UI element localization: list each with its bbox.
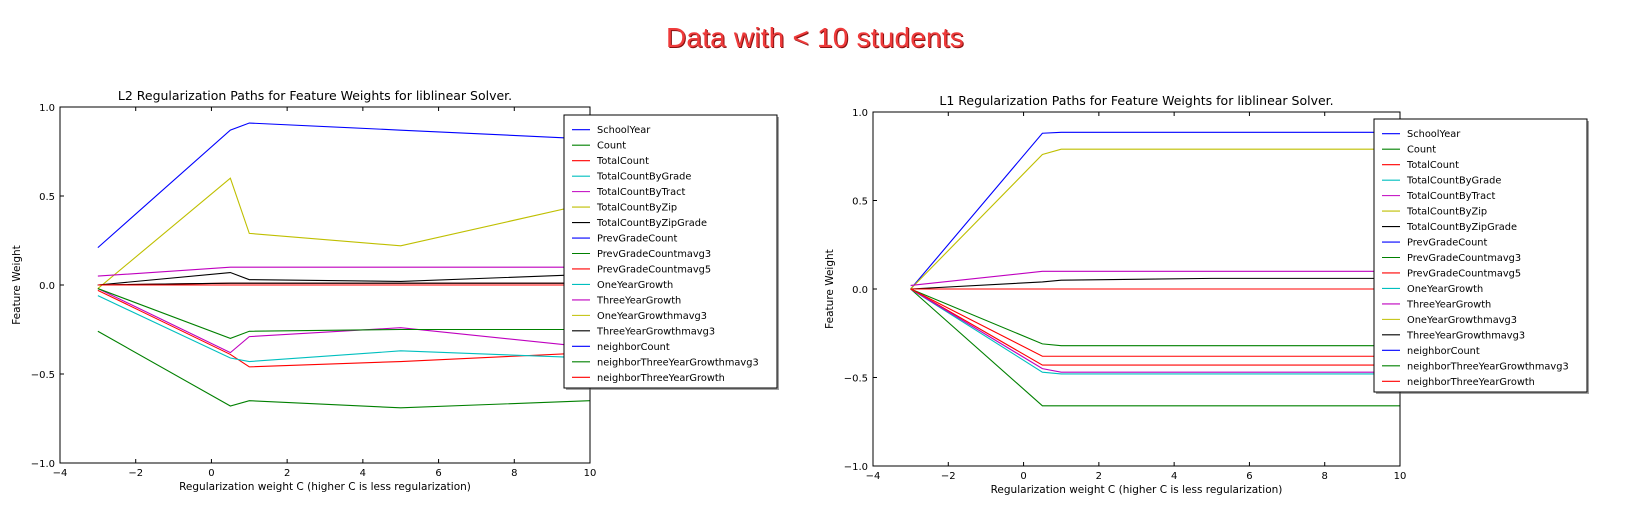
legend: SchoolYear Count TotalCount TotalCountByGra… <box>1373 118 1589 394</box>
legend-label: ThreeYearGrowth <box>596 295 681 306</box>
legend-label: SchoolYear <box>1407 129 1461 140</box>
series-line-totalcountbytract <box>910 288 1400 373</box>
chart-title: L1 Regularization Paths for Feature Weig… <box>939 93 1333 108</box>
series-line-totalcountbyzip <box>910 148 1400 290</box>
legend-label: OneYearGrowth <box>1407 284 1483 295</box>
series-line-prevgradecountmavg3 <box>97 288 590 339</box>
y-axis-label: Feature Weight <box>824 249 836 329</box>
legend-label: PrevGradeCountmavg5 <box>1407 268 1521 279</box>
series-line-schoolyear <box>910 131 1400 290</box>
x-tick-label: −4 <box>866 471 881 482</box>
x-tick-label: 0 <box>1020 471 1026 482</box>
legend-label: neighborThreeYearGrowthmavg3 <box>597 357 759 368</box>
x-axis-label: Regularization weight C (higher C is les… <box>991 484 1283 496</box>
x-tick-label: −2 <box>941 471 956 482</box>
legend-label: TotalCountByGrade <box>596 172 691 183</box>
legend-label: neighborThreeYearGrowth <box>597 373 725 384</box>
legend-label: TotalCountByZipGrade <box>596 218 707 229</box>
y-tick-label: 1.0 <box>852 108 868 119</box>
series-line-schoolyear <box>97 122 590 249</box>
x-tick-label: 2 <box>1096 471 1102 482</box>
series-line-totalcountbyzip <box>97 177 590 289</box>
chart-l2: −4 −2 0 2 4 6 8 10 −1.0 −0.5 0.0 0.5 1.0 L2 Regulariz… <box>11 88 779 493</box>
series-line-prevgradecountmavg3 <box>910 288 1400 347</box>
chart-l1: −4 −2 0 2 4 6 8 10 −1.0 −0.5 0.0 0.5 1.0 L1 Regulariz… <box>824 93 1589 496</box>
legend-label: TotalCountByGrade <box>1406 176 1501 187</box>
legend-label: OneYearGrowth <box>597 280 673 291</box>
y-tick-label: −1.0 <box>31 459 55 470</box>
y-tick-label: 0.5 <box>39 192 55 203</box>
legend-box <box>563 114 778 389</box>
legend-label: Count <box>597 141 626 152</box>
legend-label: OneYearGrowthmavg3 <box>1407 315 1517 326</box>
y-axis-label: Feature Weight <box>11 245 23 325</box>
legend-label: ThreeYearGrowthmavg3 <box>1406 330 1525 341</box>
x-tick-label: 0 <box>208 468 214 479</box>
series-lines <box>910 131 1400 407</box>
legend-label: TotalCount <box>596 156 649 167</box>
x-tick-label: 10 <box>1394 471 1407 482</box>
y-tick-label: −0.5 <box>31 370 55 381</box>
x-tick-label: 6 <box>1246 471 1252 482</box>
series-line-count <box>910 288 1400 407</box>
legend-label: PrevGradeCountmavg3 <box>1407 253 1521 264</box>
series-lines <box>97 122 590 409</box>
x-tick-label: 10 <box>584 468 597 479</box>
legend-label: TotalCountByZip <box>596 203 677 214</box>
legend-label: neighborCount <box>597 342 670 353</box>
series-line-totalcountbytract <box>97 288 590 354</box>
legend-label: TotalCount <box>1406 160 1459 171</box>
legend-label: neighborThreeYearGrowth <box>1407 377 1535 388</box>
x-tick-label: 8 <box>1322 471 1328 482</box>
legend-label: TotalCountByZip <box>1406 207 1487 218</box>
legend-label: SchoolYear <box>597 125 651 136</box>
legend-label: ThreeYearGrowthmavg3 <box>596 326 715 337</box>
y-tick-label: 0.0 <box>39 281 55 292</box>
series-line-totalcountbygrade <box>97 295 590 363</box>
legend-label: TotalCountByTract <box>1406 191 1495 202</box>
legend-label: PrevGradeCountmavg5 <box>597 264 711 275</box>
legend-label: PrevGradeCount <box>1407 238 1487 249</box>
legend-label: neighborThreeYearGrowthmavg3 <box>1407 361 1569 372</box>
series-line-threeyeargrowthmavg3 <box>97 282 590 286</box>
series-line-totalcount <box>910 288 1400 366</box>
series-line-count <box>97 330 590 409</box>
legend-label: OneYearGrowthmavg3 <box>597 311 707 322</box>
series-line-threeyeargrowth <box>97 266 590 277</box>
legend-label: ThreeYearGrowth <box>1406 299 1491 310</box>
legend-label: PrevGradeCountmavg3 <box>597 249 711 260</box>
legend-label: PrevGradeCount <box>597 234 677 245</box>
x-tick-label: 4 <box>360 468 366 479</box>
y-tick-label: −1.0 <box>844 462 868 473</box>
y-tick-label: 0.5 <box>852 197 868 208</box>
x-tick-label: −4 <box>53 468 68 479</box>
series-line-threeyeargrowth <box>910 270 1400 287</box>
series-line-totalcount <box>97 289 590 368</box>
legend-box <box>1373 118 1588 393</box>
legend-label: Count <box>1407 145 1436 156</box>
legend: SchoolYear Count TotalCount TotalCountByGra… <box>563 114 779 390</box>
x-tick-label: 2 <box>284 468 290 479</box>
series-line-totalcountbygrade <box>910 288 1400 375</box>
series-line-prevgradecountmavg5 <box>910 288 1400 357</box>
x-tick-label: −2 <box>128 468 143 479</box>
x-tick-label: 6 <box>435 468 441 479</box>
page-banner-title: Data with < 10 students <box>666 22 964 53</box>
legend-label: neighborCount <box>1407 346 1480 357</box>
y-tick-label: 0.0 <box>852 285 868 296</box>
chart-title: L2 Regularization Paths for Feature Weig… <box>118 88 512 103</box>
y-tick-label: 1.0 <box>39 103 55 114</box>
x-tick-label: 8 <box>511 468 517 479</box>
x-axis-label: Regularization weight C (higher C is les… <box>179 481 471 493</box>
legend-label: TotalCountByZipGrade <box>1406 222 1517 233</box>
series-line-totalcountbyzipgrade <box>910 277 1400 290</box>
series-line-totalcountbyzipgrade <box>97 271 590 286</box>
y-tick-label: −0.5 <box>844 374 868 385</box>
legend-label: TotalCountByTract <box>596 187 685 198</box>
x-tick-label: 4 <box>1171 471 1177 482</box>
